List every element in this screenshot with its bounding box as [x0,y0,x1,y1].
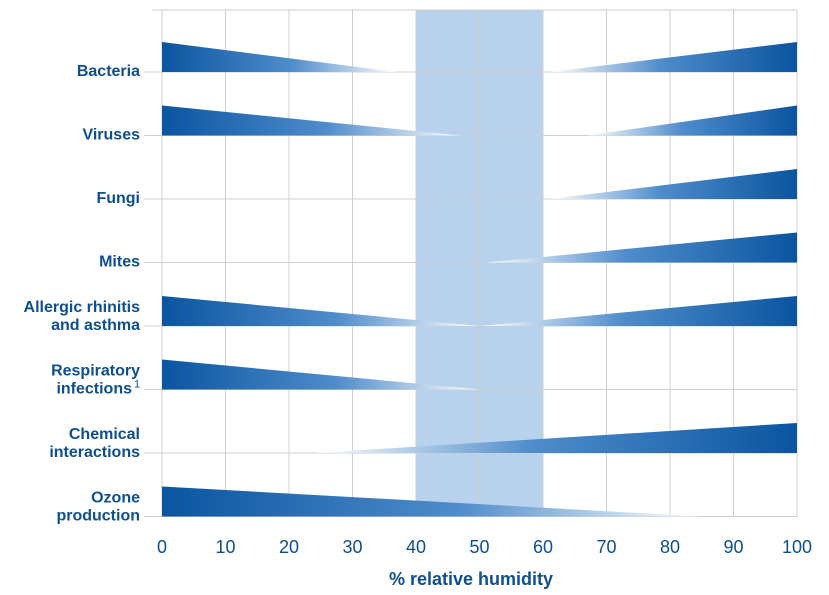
footnote-marker: 1 [134,379,140,391]
x-tick-label: 0 [157,537,167,557]
x-tick-label: 80 [660,537,680,557]
risk-wedge-decreasing [162,296,480,326]
risk-wedge-increasing [549,169,797,199]
category-label: Chemical [69,426,140,443]
x-tick-label: 50 [469,537,489,557]
wedge-layer [162,42,797,517]
x-tick-label: 10 [215,537,235,557]
x-tick-label: 100 [782,537,812,557]
category-label: interactions [49,444,140,461]
category-label: Bacteria [77,63,140,80]
x-tick-layer: 0 10 20 30 40 50 60 70 80 90 100 [157,537,812,557]
risk-wedge-decreasing [162,359,480,390]
risk-wedge-increasing [479,296,797,326]
x-tick-label: 90 [723,537,743,557]
risk-wedge-decreasing [162,105,461,136]
category-label: Fungi [96,190,140,207]
category-label: Mites [99,254,140,271]
x-tick-label: 40 [406,537,426,557]
category-label: Allergic rhinitis [24,299,141,316]
risk-wedge-increasing [549,42,797,72]
x-tick-label: 30 [342,537,362,557]
category-label: infections [56,381,132,398]
x-axis-title: % relative humidity [389,569,553,589]
x-tick-label: 70 [596,537,616,557]
x-tick-label: 20 [279,537,299,557]
category-label: Respiratory [51,363,140,380]
risk-wedge-increasing [485,232,797,263]
x-tick-label: 60 [533,537,553,557]
category-label-layer: Bacteria Viruses Fungi Mites Allergic rhinit… [24,63,141,525]
category-label: and asthma [51,317,140,334]
category-label: Viruses [82,127,140,144]
category-label: Ozone [91,490,140,507]
risk-wedge-increasing [587,105,797,136]
risk-wedge-decreasing [162,486,702,517]
risk-wedge-decreasing [162,42,397,72]
risk-wedge-increasing [314,423,797,453]
category-label: production [56,508,140,525]
